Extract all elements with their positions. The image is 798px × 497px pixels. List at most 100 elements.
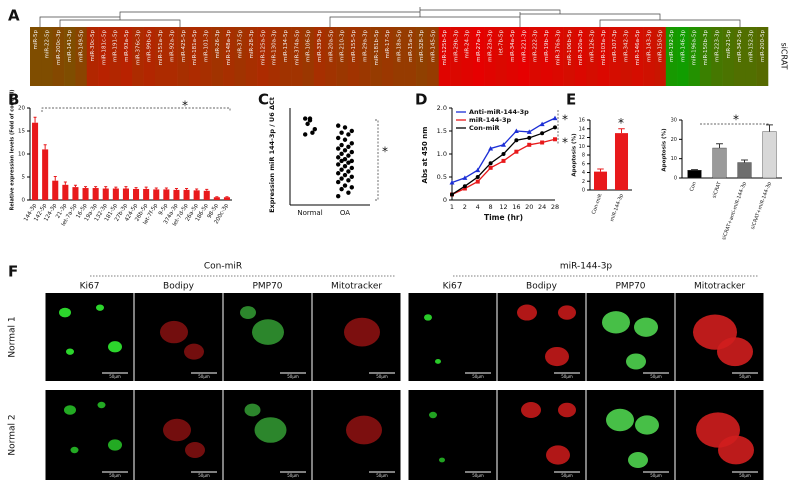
cell-stain [160,321,188,343]
cell-stain [346,416,382,445]
cell-stain [521,402,541,418]
data-point [303,116,307,120]
column-label: PMP70 [252,282,282,292]
bar [184,190,190,200]
cell-stain [546,445,570,464]
heatmap-label: miR-155-5p [351,30,357,62]
bar [688,170,702,178]
bar [113,189,119,201]
column-label: Bodipy [163,282,195,292]
heatmap-label: miR-24-3p [465,30,471,59]
y-axis-label: Abs at 450 nm [421,127,429,184]
heatmap-label: miR-22-5p [45,30,51,59]
bar [93,188,99,200]
cell-stain [108,341,122,352]
x-tick-label: Normal [297,209,322,217]
heatmap-label: miR-342-5p [737,30,743,62]
cell-stain [71,447,79,453]
y-tick-label: 30 [671,118,677,124]
legend-label: Anti-miR-144-3p [469,108,529,116]
heatmap-label: miR-150b-3p [703,29,709,65]
data-point [350,175,354,179]
data-point [339,159,343,163]
heatmap-label: miR-145-5p [431,30,437,62]
cell-stain [635,415,659,434]
cell-stain [558,305,576,319]
panel-label: F [8,263,18,281]
y-tick-label: 10 [18,152,25,158]
heatmap-label: miR-148a-3p [226,29,232,65]
column-label: PMP70 [615,282,645,292]
scale-label: 50μm [198,473,210,478]
micrograph [409,293,497,381]
bar [72,187,78,200]
heatmap-label: miR-210-3p [340,30,346,62]
cell-stain [98,402,106,408]
heatmap-label: miR-200-5p [760,30,766,62]
heatmap-label: miR-23a-3p [487,30,493,62]
column-label: Ki67 [80,282,100,292]
heatmap-label: miR-196a-5p [692,29,698,65]
y-tick-label: 5 [22,175,26,181]
heatmap-label: miR-126-3p [590,30,596,62]
heatmap-label: miR-181b-5p [374,29,380,65]
column-label: Mitotracker [331,282,382,292]
y-axis-label: Apoptosis (%) [572,133,578,177]
cell-stain [429,412,437,418]
data-point [343,148,347,152]
y-tick-label: 10 [579,144,585,150]
data-point [476,175,480,179]
y-tick-label: 1.5 [437,127,447,135]
y-tick-label: 2 [582,179,585,185]
heatmap-label: miR-149-5p [79,30,85,62]
data-point [489,166,493,170]
heatmap-label: miR-19b-3p [544,29,550,61]
cell-stain [517,305,537,321]
bar [738,163,752,178]
data-point [336,136,340,140]
scale-label: 50μm [739,473,751,478]
y-tick-label: 0 [582,188,585,194]
data-point [339,143,343,147]
micrograph [498,293,586,381]
x-tick-label: 4 [476,203,480,211]
bar [194,190,200,200]
heatmap-label: miR-26-3p [215,30,221,59]
heatmap-label: miR-21-5p [726,30,732,59]
scale-label: 50μm [739,374,751,379]
heatmap-label: miR-374a-5p [294,29,300,65]
cell-stain [184,344,204,360]
heatmap-label: miR-29b-3p [453,29,459,61]
scale-label: 50μm [561,473,573,478]
x-tick-label: 12 [499,203,507,211]
cell-stain [718,436,754,465]
heatmap-label: miR-181c-5p [101,29,107,64]
cell-stain [424,314,432,320]
cell-stain [245,404,261,417]
x-axis-label: Time (hr) [484,213,523,222]
annotation: * [382,145,388,159]
heatmap-label: miR-134-5p [283,30,289,62]
data-point [346,153,350,157]
legend-label: Con-miR [469,124,500,132]
data-point [339,130,343,134]
heatmap-label: miR-34a-5p [510,30,516,62]
cell-stain [606,409,634,431]
heatmap-label: miR-130a-3p [272,29,278,65]
data-point [527,136,531,140]
bar [32,123,38,200]
heatmap-label: miR-30c-5p [90,29,96,61]
cell-stain [66,348,74,354]
data-point [346,190,350,194]
bar [83,188,89,200]
annotation: * [562,136,568,150]
data-point [343,164,347,168]
heatmap-label: miR-18a-5p [397,30,403,62]
heatmap-label: miR-101-3p [203,30,209,62]
panel-label: E [566,91,576,109]
micrograph [46,293,134,381]
y-tick-label: 4 [582,170,585,176]
data-point [350,141,354,145]
column-label: Mitotracker [694,282,745,292]
heatmap-label: miR-425-5p [181,30,187,62]
